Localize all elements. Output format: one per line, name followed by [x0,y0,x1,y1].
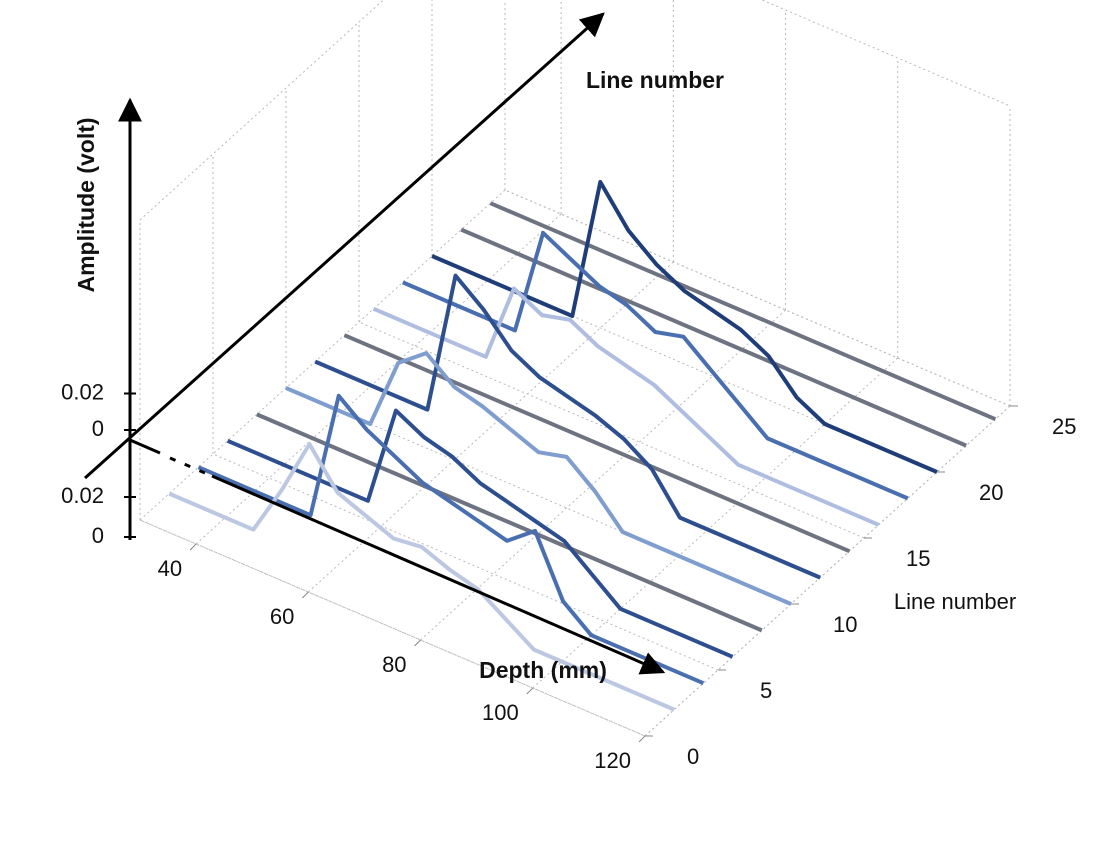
grid-line [644,106,1011,737]
trace [402,230,909,501]
trace [168,442,675,712]
grid-line [307,0,674,593]
trace [460,227,967,448]
x-tick-label: 60 [270,604,294,629]
y-tick-label: 20 [979,480,1003,505]
y-tick-label: 15 [906,546,930,571]
traces [168,180,997,712]
depth-arrow-start [129,438,161,455]
x-tick-label: 100 [482,700,519,725]
trace [343,333,851,554]
grid-line [195,0,562,545]
grid-line [420,10,787,641]
x-tick [638,735,646,743]
line-number-axis-label: Line number [894,589,1016,614]
y-tick-label: 10 [833,612,857,637]
x-tick-label: 120 [594,748,631,773]
y-tick-label: 5 [760,678,772,703]
trace [489,201,997,422]
z-tick-label: 0.02 [61,483,104,508]
grid-line [504,0,1011,407]
trace [372,286,880,527]
depth-label: Depth (mm) [479,657,607,683]
z-tick-label: 0.02 [61,379,104,404]
depth-arrow-dash [169,456,206,475]
x-tick [189,543,197,551]
grid-line [358,22,865,539]
z-tick-label: 0 [92,523,104,548]
y-tick-label: 25 [1052,414,1076,439]
trace [197,393,705,686]
trace [285,351,792,606]
grid-line [139,220,646,737]
y-tick-label: 0 [687,744,699,769]
grid-line [532,58,899,689]
trace [256,412,763,633]
grid: 40 60 80 100 120 0 5 10 15 20 25 0.02 0 0.02 0 [61,0,1076,773]
x-tick-label: 80 [382,652,406,677]
amplitude-label: Amplitude (volt) [73,117,99,292]
x-tick [301,591,309,599]
depth-arrow [211,474,666,675]
trace [226,408,734,659]
trace [314,273,821,580]
grid-line [212,154,719,671]
grid-line [285,88,792,605]
x-tick [526,687,534,695]
x-tick [414,639,421,647]
line-number-arrow [83,12,605,480]
z-tick-label: 0 [92,416,104,441]
x-tick-label: 40 [158,556,182,581]
line-number-arrow-label: Line number [586,67,724,93]
